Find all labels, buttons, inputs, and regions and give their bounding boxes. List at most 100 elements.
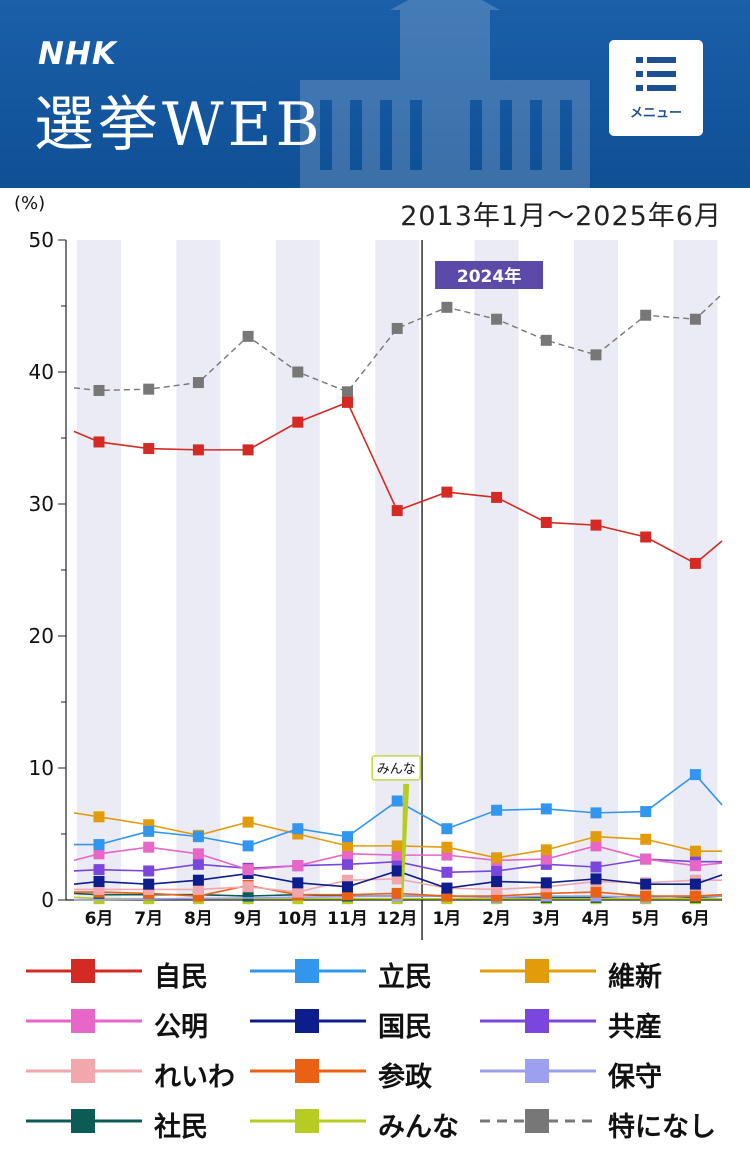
- data-point: [689, 845, 701, 857]
- period-label: 2013年1月～2025年6月: [400, 201, 722, 232]
- data-point: [342, 848, 353, 860]
- legend-label: 自民: [154, 962, 208, 993]
- x-tick-label: 1月: [432, 909, 461, 929]
- data-point: [590, 886, 602, 898]
- legend-marker: [71, 1059, 95, 1083]
- menu-button[interactable]: メニュー: [609, 40, 703, 136]
- month-band: [176, 240, 221, 900]
- legend-label: 参政: [378, 1062, 432, 1093]
- y-tick-label: 30: [29, 492, 54, 516]
- data-point: [540, 877, 552, 889]
- legend-swatch: [480, 1059, 596, 1083]
- data-point: [143, 825, 155, 837]
- data-point: [491, 313, 503, 325]
- site-title[interactable]: 選挙WEB: [34, 90, 324, 160]
- month-band: [275, 240, 320, 900]
- data-point: [342, 840, 353, 852]
- data-point: [391, 856, 403, 868]
- data-point: [441, 486, 453, 498]
- data-point: [441, 882, 453, 894]
- data-point: [491, 876, 503, 888]
- data-point: [689, 890, 701, 902]
- data-point: [192, 831, 204, 843]
- data-point: [540, 516, 552, 528]
- legend-swatch: [250, 959, 366, 983]
- data-point: [242, 816, 254, 828]
- data-point: [640, 309, 652, 321]
- x-tick-label: 9月: [234, 909, 263, 929]
- month-band: [574, 240, 618, 900]
- legend-swatch: [26, 959, 142, 983]
- month-band: [375, 240, 420, 900]
- data-point: [540, 803, 552, 815]
- data-point: [242, 881, 254, 893]
- legend-marker: [525, 1009, 549, 1033]
- list-menu-icon: [636, 57, 676, 91]
- data-point: [292, 823, 304, 835]
- y-axis-unit: (%): [14, 193, 46, 214]
- data-point: [143, 865, 155, 877]
- data-point: [540, 887, 552, 899]
- data-point: [192, 848, 204, 860]
- data-point: [391, 505, 403, 517]
- legend-label: 国民: [378, 1012, 432, 1043]
- data-point: [391, 840, 403, 852]
- data-point: [491, 890, 503, 902]
- data-point: [689, 557, 701, 569]
- data-point: [342, 881, 353, 893]
- data-point: [640, 853, 652, 865]
- support-rate-chart: 0 10 20 30 40 50 2024年 6月 7月 8月 9月 10月 11月 12月 1月 2月 3月 4…: [29, 228, 723, 940]
- data-point: [391, 322, 403, 334]
- x-tick-label: 2月: [482, 909, 511, 929]
- data-point: [491, 865, 503, 877]
- legend-item: 参政: [250, 1048, 475, 1094]
- x-tick-label: 5月: [631, 909, 660, 929]
- legend-marker: [295, 1059, 319, 1083]
- legend-marker: [295, 959, 319, 983]
- data-point: [590, 831, 602, 843]
- month-band: [474, 240, 519, 900]
- legend-item: 立民: [250, 948, 475, 994]
- legend-label: 立民: [378, 962, 432, 993]
- data-point: [640, 890, 652, 902]
- data-point: [391, 887, 403, 899]
- legend-marker: [525, 1109, 549, 1133]
- data-point: [242, 444, 254, 456]
- legend-swatch: [26, 1009, 142, 1033]
- data-point: [93, 839, 105, 851]
- legend-swatch: [250, 1109, 366, 1133]
- data-point: [491, 491, 503, 503]
- legend-marker: [295, 1009, 319, 1033]
- data-point: [441, 841, 453, 853]
- legend-item: 保守: [480, 1048, 705, 1094]
- data-point: [540, 334, 552, 346]
- data-point: [590, 840, 602, 852]
- data-point: [192, 377, 204, 389]
- data-point: [292, 366, 304, 378]
- nhk-logo[interactable]: NHK: [38, 36, 117, 72]
- series-line: [73, 293, 723, 393]
- data-point: [242, 864, 254, 876]
- data-point: [192, 883, 204, 895]
- data-point: [292, 416, 304, 428]
- y-tick-label: 20: [29, 624, 54, 648]
- data-point: [342, 396, 353, 408]
- year-marker-badge: [435, 261, 544, 289]
- data-point: [292, 886, 304, 898]
- legend-item: 維新: [480, 948, 705, 994]
- data-point: [640, 806, 652, 818]
- legend-label: 維新: [608, 962, 662, 993]
- data-point: [441, 849, 453, 861]
- data-point: [689, 769, 701, 781]
- series-特になし: [73, 293, 723, 398]
- site-header: NHK 選挙WEB メニュー: [0, 0, 750, 188]
- year-marker-label: 2024年: [457, 266, 521, 287]
- y-tick-label: 10: [29, 756, 54, 780]
- data-point: [640, 878, 652, 890]
- legend-item: 公明: [26, 998, 251, 1044]
- data-point: [441, 866, 453, 878]
- legend-label: みんな: [378, 1112, 459, 1143]
- legend-label: れいわ: [154, 1062, 235, 1093]
- legend-label: 社民: [154, 1112, 208, 1143]
- data-point: [93, 864, 105, 876]
